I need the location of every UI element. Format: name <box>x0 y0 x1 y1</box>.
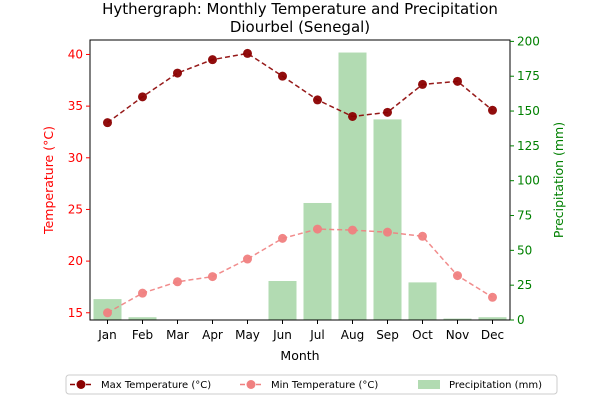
precip-bar-jul <box>303 202 332 320</box>
legend-min-temp: Min Temperature (°C) <box>240 380 378 391</box>
right-tick-label: 175 <box>517 69 540 83</box>
plot-frame <box>89 39 511 321</box>
legend-max-temp-marker <box>76 380 86 389</box>
right-tick-label: 125 <box>517 139 540 153</box>
precip-bar-aug <box>338 52 367 320</box>
precip-bar-nov <box>443 318 472 320</box>
min-temp-point-sep <box>383 227 392 237</box>
chart-title-line1: Hythergraph: Monthly Temperature and Pre… <box>102 0 498 18</box>
x-tick-label: Jun <box>272 328 292 342</box>
legend: Max Temperature (°C) Min Temperature (°C)… <box>65 374 558 395</box>
min-temp-point-jan <box>103 308 112 318</box>
right-tick-label: 75 <box>517 209 532 223</box>
legend-min-temp-label: Min Temperature (°C) <box>271 380 378 391</box>
precip-bar-oct <box>408 282 437 320</box>
right-tick-label: 200 <box>517 34 540 48</box>
max-temp-point-apr <box>208 55 217 65</box>
left-tick-label: 40 <box>68 47 83 61</box>
precipitation-bars <box>93 52 507 320</box>
max-temp-point-feb <box>138 92 147 102</box>
max-temp-point-oct <box>418 79 427 89</box>
legend-precipitation-swatch <box>418 380 440 389</box>
precip-bar-sep <box>373 119 402 320</box>
min-temp-point-jun <box>278 233 287 243</box>
precip-bar-dec <box>478 317 507 320</box>
right-y-axis-label: Precipitation (mm) <box>551 122 566 238</box>
min-temp-point-dec <box>488 292 497 302</box>
right-tick-label: 150 <box>517 104 540 118</box>
max-temp-point-nov <box>453 76 462 86</box>
left-tick-label: 35 <box>68 99 83 113</box>
min-temp-point-jul <box>313 224 322 234</box>
min-temp-point-aug <box>348 225 357 235</box>
legend-min-temp-marker <box>246 380 256 389</box>
left-tick-label: 20 <box>68 254 83 268</box>
min-temp-point-apr <box>208 272 217 282</box>
max-temp-point-may <box>243 48 252 58</box>
temperature-lines <box>103 48 497 318</box>
chart-title-line2: Diourbel (Senegal) <box>230 18 370 36</box>
x-tick-label: Jan <box>97 328 117 342</box>
x-tick-label: May <box>235 328 260 342</box>
max-temp-point-dec <box>488 105 497 115</box>
right-y-axis: 0 25 50 75 100 125 150 175 200 <box>510 34 540 327</box>
legend-max-temp-label: Max Temperature (°C) <box>101 380 211 391</box>
legend-precipitation: Precipitation (mm) <box>418 380 542 391</box>
x-axis-label: Month <box>280 348 319 363</box>
max-temp-point-mar <box>173 68 182 78</box>
x-tick-label: Feb <box>132 328 153 342</box>
x-tick-label: Mar <box>166 328 189 342</box>
left-tick-label: 30 <box>68 151 83 165</box>
max-temp-point-jan <box>103 118 112 128</box>
min-temp-point-nov <box>453 271 462 281</box>
x-tick-label: Sep <box>376 328 399 342</box>
right-tick-label: 25 <box>517 278 532 292</box>
legend-precipitation-label: Precipitation (mm) <box>449 380 542 391</box>
left-y-axis-label: Temperature (°C) <box>41 126 56 235</box>
right-tick-label: 100 <box>517 174 540 188</box>
min-temp-point-feb <box>138 288 147 298</box>
legend-max-temp: Max Temperature (°C) <box>70 380 211 391</box>
legend-box <box>65 374 558 395</box>
max-temp-point-sep <box>383 107 392 117</box>
x-tick-label: Aug <box>341 328 364 342</box>
max-temp-point-jul <box>313 95 322 105</box>
precip-bar-jun <box>268 280 297 320</box>
right-tick-label: 0 <box>517 313 525 327</box>
x-tick-label: Dec <box>481 328 504 342</box>
max-temp-point-aug <box>348 111 357 121</box>
x-axis: Jan Feb Mar Apr May Jun Jul Aug Sep Oct Nov Dec <box>97 320 504 342</box>
left-tick-label: 25 <box>68 202 83 216</box>
left-y-axis: 15 20 25 30 35 40 <box>68 47 90 320</box>
right-tick-label: 50 <box>517 243 532 257</box>
min-temp-point-may <box>243 254 252 264</box>
x-tick-label: Oct <box>412 328 433 342</box>
x-tick-label: Jul <box>309 328 324 342</box>
min-temp-point-oct <box>418 231 427 241</box>
x-tick-label: Nov <box>446 328 469 342</box>
left-tick-label: 15 <box>68 306 83 320</box>
min-temp-line <box>107 228 493 314</box>
max-temp-point-jun <box>278 71 287 81</box>
max-temp-line <box>107 52 493 124</box>
x-tick-label: Apr <box>202 328 223 342</box>
precip-bar-feb <box>128 317 157 320</box>
min-temp-point-mar <box>173 277 182 287</box>
